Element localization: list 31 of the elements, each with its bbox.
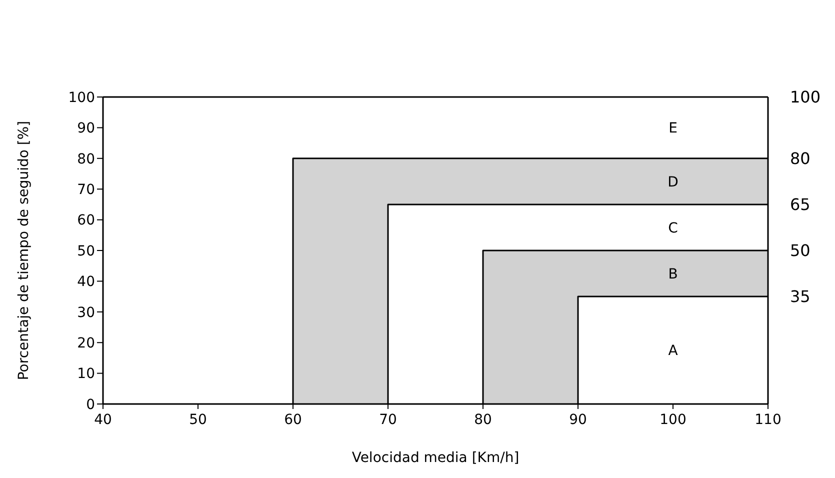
y2-tick-label: 50	[790, 241, 810, 260]
y-tick-label: 10	[77, 366, 95, 382]
annotation: B	[668, 266, 678, 282]
y-tick-label: 40	[77, 274, 95, 290]
y2-tick-label: 35	[790, 287, 810, 306]
x-tick-label: 100	[660, 412, 686, 428]
y-tick-label: 50	[77, 243, 95, 260]
y-tick-label: 0	[86, 396, 95, 413]
x-tick-label: 90	[569, 412, 587, 428]
y2-tick-label: 80	[790, 149, 810, 168]
x-axis-title: Velocidad media [Km/h]	[352, 450, 520, 466]
y-tick-label: 80	[77, 151, 95, 168]
x-tick-label: 60	[284, 412, 302, 428]
annotation: A	[668, 343, 678, 360]
x-tick-label: 70	[379, 412, 397, 428]
annotation: E	[668, 120, 678, 137]
x-tick-label: 40	[94, 412, 112, 428]
y-axis-title: Porcentaje de tiempo de seguido [%]	[16, 120, 32, 380]
y-tick-label: 100	[68, 90, 95, 106]
annotation: D	[668, 174, 678, 190]
y-tick-label: 90	[77, 120, 95, 137]
y-tick-label: 30	[77, 304, 95, 321]
annotation: C	[668, 220, 678, 236]
x-tick-label: 80	[474, 412, 492, 428]
y2-tick-label: 100	[790, 88, 821, 107]
y-tick-label: 60	[77, 212, 95, 229]
x-tick-label: 50	[189, 412, 207, 428]
y2-tick-label: 65	[790, 195, 810, 214]
y-tick-label: 20	[77, 336, 95, 352]
y-tick-label: 70	[77, 182, 95, 198]
x-tick-label: 110	[754, 412, 782, 428]
